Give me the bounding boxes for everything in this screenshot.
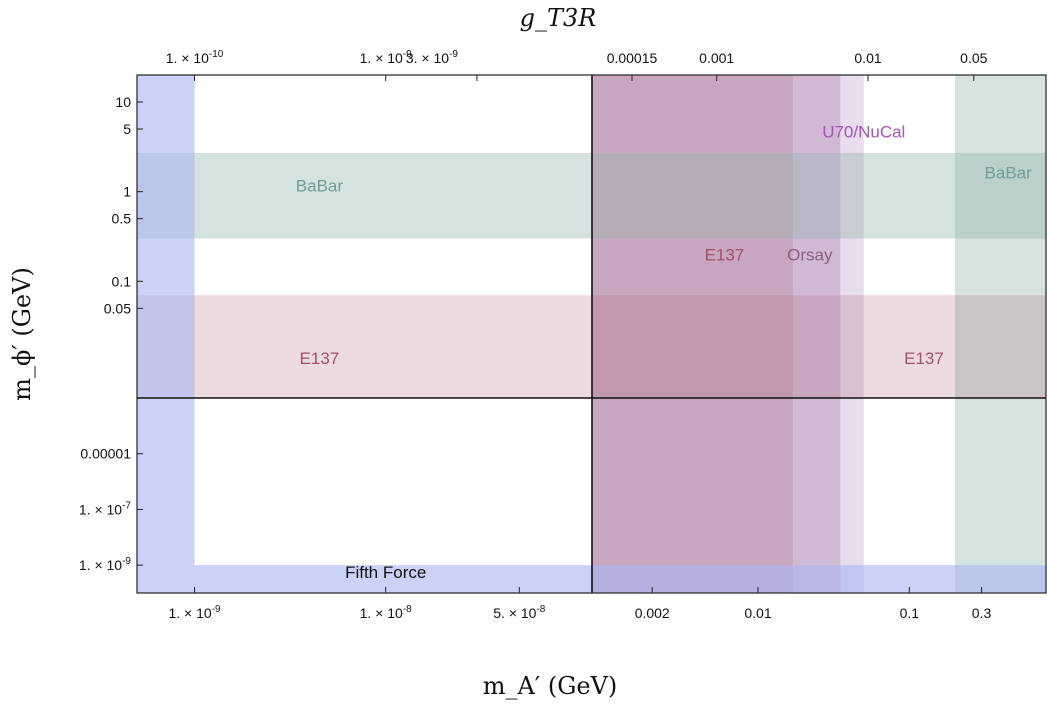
e137-label-left: E137 bbox=[300, 349, 340, 368]
y-axis-title: m_ϕ′ (GeV) bbox=[8, 267, 36, 401]
x-bottom-tick-label: 0.002 bbox=[635, 605, 670, 621]
x-bottom-tick-label: 0.3 bbox=[972, 605, 992, 621]
x-top-tick-label: 0.001 bbox=[699, 50, 734, 66]
x-bottom-tick-label: 5. × 10-8 bbox=[493, 604, 546, 621]
babar-vertical-band bbox=[954, 75, 1046, 593]
ticks-layer: 1. × 10-9 1. × 10-8 5. × 10-8 0.002 0.01 0.1 0… bbox=[79, 49, 992, 621]
y-left-tick-label: 10 bbox=[115, 94, 131, 110]
babar-label-right: BaBar bbox=[985, 164, 1033, 183]
fifth-force-horizontal-band bbox=[194, 565, 1046, 593]
y-left-tick-label: 0.05 bbox=[104, 300, 131, 316]
orsay-label: Orsay bbox=[787, 246, 833, 265]
y-left-tick-label: 0.00001 bbox=[80, 446, 131, 462]
y-left-tick-label: 0.5 bbox=[112, 211, 132, 227]
y-left-tick-label: 1. × 10-9 bbox=[79, 556, 132, 573]
e137-vertical-band bbox=[592, 75, 793, 593]
e137-label-middle: E137 bbox=[705, 246, 745, 265]
x-bottom-tick-label: 0.01 bbox=[744, 605, 771, 621]
x-top-tick-label: 0.05 bbox=[960, 50, 987, 66]
top-axis-title: g_T3R bbox=[520, 4, 597, 32]
fifth-force-vertical-band bbox=[137, 75, 195, 593]
u70-nucal-band bbox=[592, 75, 864, 593]
y-left-tick-label: 5 bbox=[123, 121, 131, 137]
x-axis-title: m_A′ (GeV) bbox=[483, 672, 618, 700]
y-left-tick-label: 1. × 10-7 bbox=[79, 500, 132, 517]
babar-label-left: BaBar bbox=[296, 177, 344, 196]
x-bottom-tick-label: 0.1 bbox=[900, 605, 920, 621]
x-top-tick-label: 0.00015 bbox=[607, 50, 658, 66]
x-top-tick-label: 1. × 10-10 bbox=[166, 49, 224, 66]
e137-label-right: E137 bbox=[904, 349, 944, 368]
fifth-force-label: Fifth Force bbox=[345, 563, 426, 582]
x-top-tick-label: 1. × 10-9 bbox=[360, 49, 413, 66]
x-bottom-tick-label: 1. × 10-9 bbox=[168, 604, 221, 621]
u70-nucal-label: U70/NuCal bbox=[822, 123, 905, 142]
y-left-tick-label: 0.1 bbox=[112, 273, 132, 289]
frame-layer bbox=[136, 74, 1047, 594]
x-bottom-tick-label: 1. × 10-8 bbox=[360, 604, 413, 621]
y-left-tick-label: 1 bbox=[123, 184, 131, 200]
x-top-tick-label: 3. × 10-9 bbox=[406, 49, 459, 66]
orsay-band bbox=[592, 75, 841, 593]
x-top-tick-label: 0.01 bbox=[854, 50, 881, 66]
labels-layer: BaBar BaBar E137 E137 E137 Orsay U70/NuCal Fift… bbox=[296, 123, 1032, 582]
